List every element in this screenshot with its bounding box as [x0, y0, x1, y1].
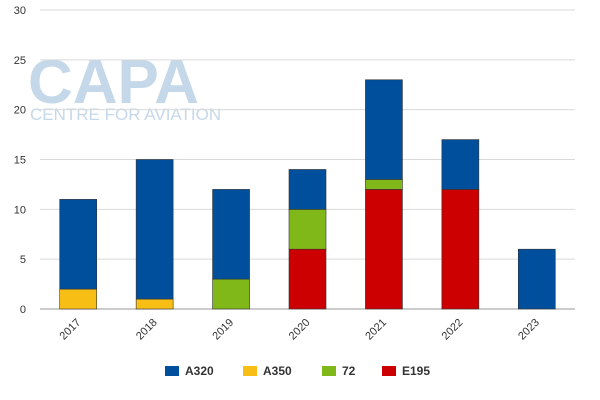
bar-segment-a320-2022 — [441, 139, 480, 190]
legend-label-a320: A320 — [185, 364, 214, 378]
y-tick-label: 10 — [14, 204, 26, 216]
x-tick-label: 2020 — [287, 317, 313, 343]
watermark-subtitle-text: CENTRE FOR AVIATION — [30, 105, 221, 124]
bar-segment-a320-2017 — [59, 199, 98, 290]
bar-segment-72-2019 — [212, 278, 250, 310]
bars-group — [59, 79, 556, 310]
bar-segment-e195-2022 — [441, 189, 480, 310]
bar-segment-e195-2021 — [365, 189, 403, 310]
y-tick-label: 20 — [14, 105, 26, 117]
x-tick-label: 2019 — [210, 317, 236, 343]
y-tick-label: 0 — [20, 304, 26, 316]
y-tick-label: 15 — [14, 155, 26, 167]
bar-segment-a320-2021 — [365, 79, 403, 180]
y-tick-label: 25 — [14, 55, 26, 67]
bar-segment-a320-2019 — [212, 189, 250, 280]
bar-segment-72-2021 — [365, 179, 403, 190]
legend: A320 A350 72 E195 — [165, 364, 430, 378]
bar-segment-e195-2020 — [288, 248, 327, 310]
y-tick-label: 30 — [14, 5, 26, 17]
y-axis: 0 5 10 15 20 25 30 — [14, 5, 26, 316]
bar-segment-a320-2020 — [288, 169, 327, 210]
legend-label-72: 72 — [342, 364, 356, 378]
legend-swatch-a350 — [243, 366, 257, 376]
x-tick-label: 2023 — [516, 317, 542, 343]
x-tick-label: 2018 — [134, 317, 160, 343]
legend-swatch-a320 — [165, 366, 179, 376]
legend-label-e195: E195 — [402, 364, 430, 378]
x-tick-label: 2017 — [58, 317, 84, 343]
x-tick-label: 2022 — [440, 317, 466, 343]
legend-swatch-72 — [322, 366, 336, 376]
bar-segment-a350-2017 — [59, 288, 98, 310]
legend-swatch-e195 — [382, 366, 396, 376]
bar-segment-a350-2018 — [135, 298, 174, 310]
bar-segment-a320-2023 — [517, 248, 556, 310]
y-tick-label: 5 — [20, 254, 26, 266]
bar-segment-72-2020 — [288, 209, 327, 250]
legend-label-a350: A350 — [263, 364, 292, 378]
bar-segment-a320-2018 — [135, 159, 174, 300]
x-tick-label: 2021 — [363, 317, 389, 343]
x-axis: 2017 2018 2019 2020 2021 2022 2023 — [58, 317, 542, 343]
